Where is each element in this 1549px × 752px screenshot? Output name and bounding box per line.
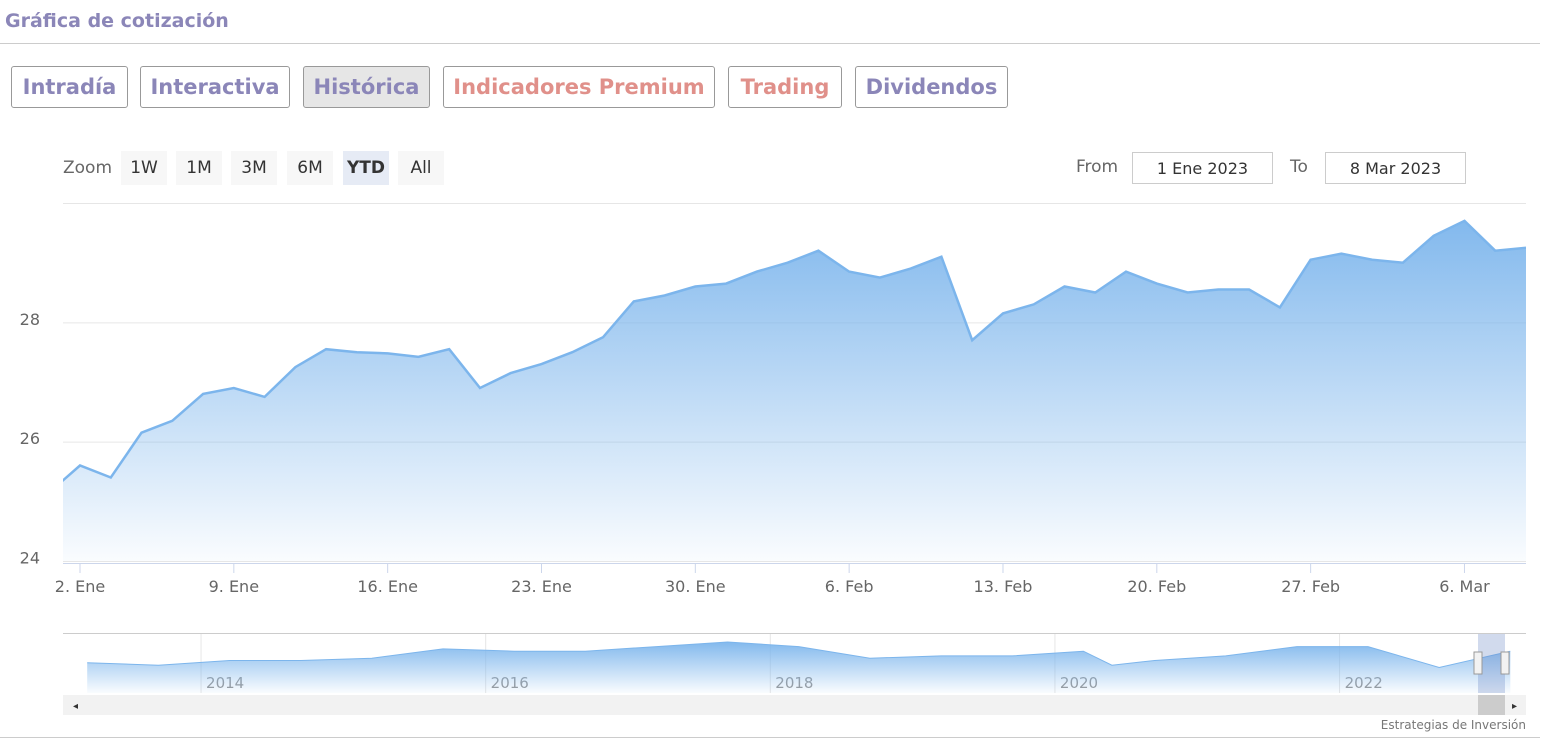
x-tick-label: 27. Feb xyxy=(1281,577,1340,596)
zoom-button[interactable]: 1W xyxy=(121,151,167,185)
x-tick-label: 23. Ene xyxy=(511,577,572,596)
price-line xyxy=(63,219,1526,483)
area-fill xyxy=(63,220,1526,561)
x-tick-label: 13. Feb xyxy=(974,577,1033,596)
from-input[interactable]: 1 Ene 2023 xyxy=(1132,152,1273,184)
zoom-button[interactable]: YTD xyxy=(343,151,389,185)
tab[interactable]: Trading xyxy=(728,66,842,108)
navigator-handle xyxy=(1473,651,1483,675)
to-input[interactable]: 8 Mar 2023 xyxy=(1325,152,1466,184)
title: Gráfica de cotización xyxy=(5,10,229,32)
navigator-handle xyxy=(1500,651,1510,675)
credit: Estrategias de Inversión xyxy=(1381,718,1526,732)
scroll-right: ▸ xyxy=(1512,701,1517,712)
x-tick-label: 6. Feb xyxy=(825,577,874,596)
x-tick-label: 6. Mar xyxy=(1439,577,1490,596)
to-label: To xyxy=(1290,157,1308,177)
x-tick-label: 2. Ene xyxy=(55,577,105,596)
zoom-button[interactable]: All xyxy=(398,151,444,185)
x-tick-label: 16. Ene xyxy=(357,577,418,596)
x-tick-label: 9. Ene xyxy=(209,577,259,596)
tab[interactable]: Interactiva xyxy=(140,66,290,108)
y-tick-label: 26 xyxy=(20,429,40,448)
navigator-line xyxy=(87,641,1511,669)
scrollbar[interactable] xyxy=(63,695,1526,715)
scroll-left: ◂ xyxy=(73,701,78,712)
tab[interactable]: Histórica xyxy=(303,66,430,108)
from-label: From xyxy=(1076,157,1119,177)
y-tick-label: 28 xyxy=(20,310,40,329)
tab[interactable]: Intradía xyxy=(11,66,128,108)
y-tick-label: 24 xyxy=(20,549,40,568)
zoom-button[interactable]: 1M xyxy=(176,151,222,185)
zoom-button[interactable]: 3M xyxy=(231,151,277,185)
x-tick-label: 20. Feb xyxy=(1127,577,1186,596)
scrollbar-thumb[interactable] xyxy=(1478,695,1505,715)
tab[interactable]: Dividendos xyxy=(855,66,1008,108)
navigator-area xyxy=(87,642,1511,693)
zoom-label: Zoom xyxy=(63,158,113,178)
x-tick-label: 30. Ene xyxy=(665,577,726,596)
zoom-button[interactable]: 6M xyxy=(287,151,333,185)
tab[interactable]: Indicadores Premium xyxy=(443,66,715,108)
